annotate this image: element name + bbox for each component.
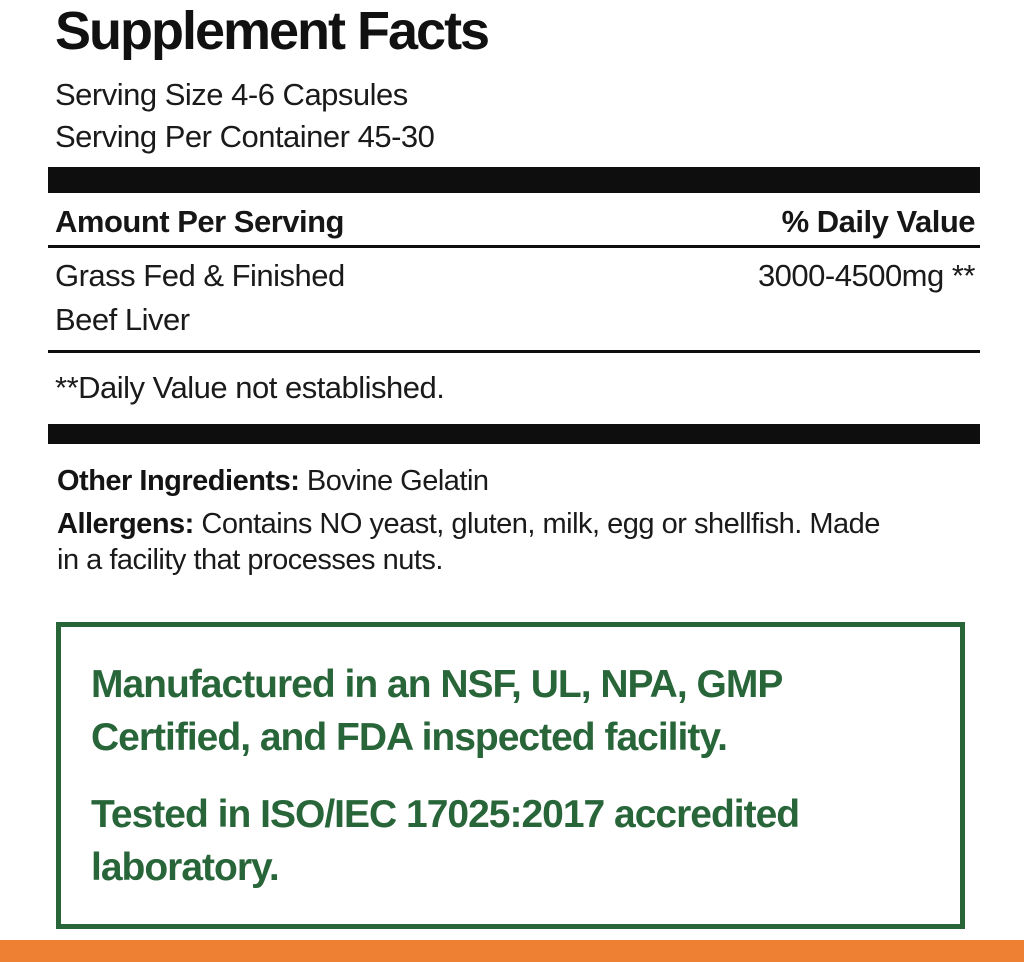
ingredient-name-line-2: Beef Liver [55,302,190,337]
row-underline-rule [48,350,980,353]
manufactured-statement: Manufactured in an NSF, UL, NPA, GMP Cer… [91,658,936,764]
allergens-line: Allergens: Contains NO yeast, gluten, mi… [48,506,980,578]
servings-per-container-line: Serving Per Container 45-30 [55,119,435,154]
ingredient-name-line-1: Grass Fed & Finished [55,258,345,293]
table-row: Grass Fed & Finished Beef Liver 3000-450… [48,248,980,350]
table-header-row: Amount Per Serving % Daily Value [48,202,980,245]
ingredient-name: Grass Fed & Finished Beef Liver [55,254,345,342]
label-content: Supplement Facts Serving Size 4-6 Capsul… [48,1,980,929]
supplement-facts-title: Supplement Facts [55,1,490,61]
bottom-accent-bar [0,940,1024,962]
certification-box: Manufactured in an NSF, UL, NPA, GMP Cer… [56,622,965,929]
other-ingredients-label: Other Ingredients: [57,465,300,497]
tested-statement-line-1: Tested in ISO/IEC 17025:2017 accredited [91,793,800,836]
other-ingredients-line: Other Ingredients: Bovine Gelatin [48,463,980,499]
tested-statement-line-2: laboratory. [91,846,280,889]
tested-statement: Tested in ISO/IEC 17025:2017 accredited … [91,788,936,894]
manufactured-statement-line-1: Manufactured in an NSF, UL, NPA, GMP [91,663,783,706]
daily-value-header: % Daily Value [781,204,976,239]
ingredient-amount: 3000-4500mg ** [757,258,976,293]
allergens-text-line-2: in a facility that processes nuts. [57,544,443,576]
allergens-label: Allergens: [57,508,194,540]
divider-bar-top [48,167,980,193]
divider-bar-middle [48,424,980,444]
daily-value-footnote: **Daily Value not established. [55,370,445,405]
header-underline-rule [48,245,980,248]
manufactured-statement-line-2: Certified, and FDA inspected facility. [91,716,728,759]
allergens-text-line-1: Contains NO yeast, gluten, milk, egg or … [201,508,880,540]
amount-per-serving-header: Amount Per Serving [55,204,345,239]
serving-size-line: Serving Size 4-6 Capsules [55,77,408,112]
other-ingredients-value: Bovine Gelatin [306,465,489,497]
